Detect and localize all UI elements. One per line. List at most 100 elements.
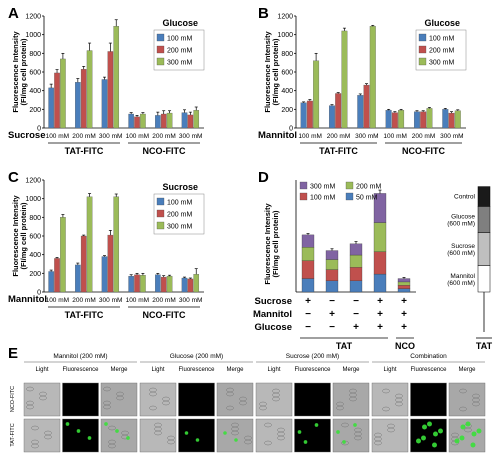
fluorescent-cell bbox=[342, 440, 346, 444]
fluorescent-cell bbox=[416, 438, 421, 444]
treatment-row-label: Sucrose bbox=[255, 296, 293, 307]
micrograph-tile bbox=[178, 382, 215, 417]
micrograph-tile bbox=[62, 382, 99, 417]
panel-a-chart: A 0 200 400 600 800 1000 1200 Fluorescence Inten… bbox=[8, 5, 205, 156]
bar bbox=[357, 95, 364, 129]
legend-entry: 200 mM bbox=[167, 48, 192, 55]
stacked-bar-segment bbox=[349, 243, 363, 256]
control-stack-label-sub: (600 mM) bbox=[447, 250, 475, 257]
bar bbox=[134, 274, 140, 293]
treatment-mark: − bbox=[353, 309, 359, 320]
micrograph-tile bbox=[216, 418, 254, 453]
fluorescent-cell bbox=[303, 440, 308, 444]
group-label: NCO-FITC bbox=[402, 146, 445, 156]
bar bbox=[140, 275, 146, 293]
micrograph-row-label: TAT-FITC bbox=[10, 423, 16, 446]
legend-title: Glucose bbox=[162, 18, 198, 28]
fluorescent-cell bbox=[223, 431, 227, 435]
bar bbox=[193, 274, 200, 293]
y-tick-label: 1200 bbox=[25, 178, 41, 185]
control-stack-label: Control bbox=[454, 193, 476, 200]
control-stack-label-sub: (600 mM) bbox=[447, 221, 475, 228]
cell-outline bbox=[459, 406, 467, 412]
x-tick-label: 300 mM bbox=[99, 133, 122, 140]
stacked-bar-segment bbox=[373, 273, 387, 293]
group-label: TAT-FITC bbox=[65, 310, 104, 320]
micrograph-column-label: Merge bbox=[458, 367, 476, 373]
legend-entry: 100 mM bbox=[167, 200, 192, 207]
y-axis-label-units: (FI/mg cell protein) bbox=[19, 202, 28, 270]
y-tick-label: 400 bbox=[29, 252, 41, 259]
treatment-mark: − bbox=[353, 296, 359, 307]
y-tick-label: 200 bbox=[281, 107, 293, 114]
bar bbox=[420, 111, 427, 129]
bar bbox=[75, 264, 81, 293]
bar bbox=[113, 26, 120, 129]
treatment-mark: + bbox=[377, 296, 383, 307]
fluorescent-cell bbox=[432, 442, 437, 448]
bar bbox=[442, 109, 449, 129]
legend-swatch bbox=[156, 57, 165, 66]
stacked-bar-segment bbox=[349, 280, 363, 293]
micrograph-tile bbox=[23, 382, 61, 417]
micrograph-tile bbox=[410, 382, 447, 417]
bar bbox=[155, 115, 161, 129]
y-tick-label: 600 bbox=[29, 234, 41, 241]
bar bbox=[113, 196, 120, 293]
fluorescent-cell bbox=[297, 430, 302, 434]
stacked-bar-segment bbox=[325, 259, 339, 270]
micrograph-column-label: Light bbox=[35, 367, 48, 373]
y-tick-label: 0 bbox=[37, 290, 41, 297]
panel-c-chart: C 0 200 400 600 800 1000 1200 Fluorescence Inten… bbox=[8, 169, 205, 320]
fluorescent-cell bbox=[87, 436, 92, 440]
micrograph-tile bbox=[332, 382, 370, 417]
bar bbox=[385, 110, 392, 129]
legend-swatch bbox=[418, 33, 427, 42]
treatment-mark: + bbox=[353, 322, 359, 333]
bar bbox=[48, 271, 54, 293]
control-stack-segment bbox=[477, 265, 491, 293]
bar bbox=[107, 234, 114, 293]
micrograph-column-label: Merge bbox=[342, 367, 360, 373]
bar bbox=[128, 275, 134, 293]
cell-outline bbox=[167, 435, 175, 441]
cell-outline bbox=[44, 430, 52, 436]
bar bbox=[75, 82, 81, 129]
treatment-mark: − bbox=[305, 309, 311, 320]
x-tick-label: 100 mM bbox=[46, 133, 69, 140]
fluorescent-cell bbox=[65, 422, 70, 426]
treatment-mark: + bbox=[401, 322, 407, 333]
y-tick-label: 0 bbox=[289, 126, 293, 133]
cell-outline bbox=[31, 425, 39, 431]
cell-outline bbox=[226, 405, 234, 411]
bar bbox=[54, 72, 60, 129]
treatment-mark: + bbox=[377, 322, 383, 333]
fluorescent-cell bbox=[104, 422, 108, 426]
legend-swatch bbox=[156, 197, 165, 206]
micrograph-tile bbox=[371, 418, 409, 453]
cell-outline bbox=[239, 396, 247, 402]
cell-outline bbox=[26, 400, 34, 406]
micrograph-row-label: NCO-FITC bbox=[10, 386, 16, 412]
cell-outline bbox=[459, 388, 467, 394]
bar bbox=[454, 110, 461, 129]
micrograph-column-label: Light bbox=[151, 367, 164, 373]
legend-swatch bbox=[418, 57, 427, 66]
micrograph-section-title: Glucose (200 mM) bbox=[170, 353, 223, 360]
stacked-bar-segment bbox=[325, 269, 339, 281]
bar bbox=[187, 114, 194, 129]
stacked-bar-segment bbox=[397, 281, 411, 286]
bar bbox=[101, 256, 108, 293]
cell-outline bbox=[26, 386, 34, 392]
fluorescent-cell bbox=[470, 442, 476, 448]
cell-outline bbox=[374, 432, 382, 438]
bar bbox=[80, 235, 87, 293]
x-tick-label: 300 mM bbox=[179, 133, 202, 140]
micrograph-column-label: Fluorescence bbox=[294, 367, 331, 373]
fluorescent-cell bbox=[421, 435, 426, 441]
legend-entry: 200 mM bbox=[167, 212, 192, 219]
stacked-bar-segment bbox=[397, 285, 411, 289]
legend-entry: 300 mM bbox=[167, 224, 192, 231]
cell-outline bbox=[395, 393, 403, 399]
micrograph-column-label: Fluorescence bbox=[178, 367, 215, 373]
